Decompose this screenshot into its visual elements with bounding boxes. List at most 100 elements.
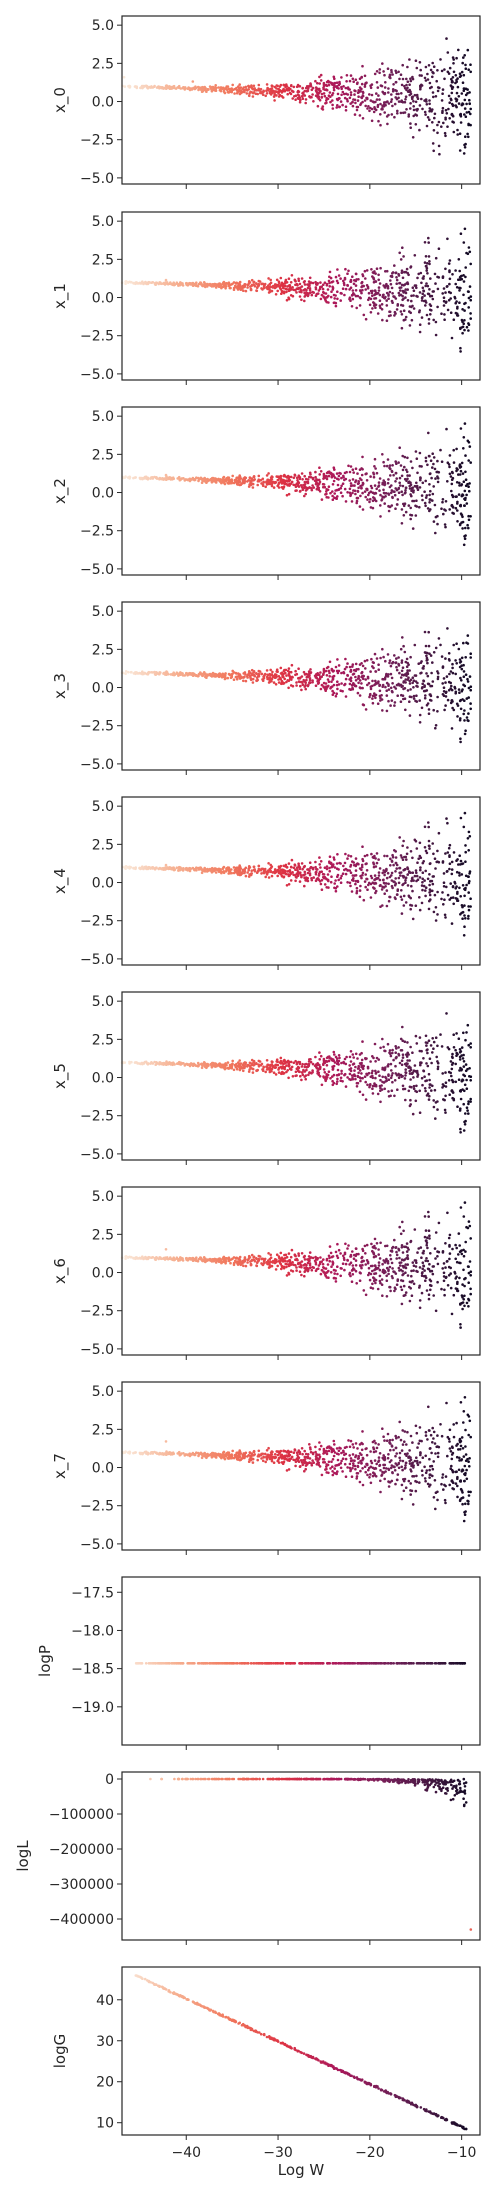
scatter-point bbox=[295, 876, 298, 879]
subplot-3: 5.02.50.0−2.5−5.0x_2 bbox=[51, 407, 480, 580]
scatter-point bbox=[467, 68, 470, 71]
scatter-point bbox=[454, 297, 457, 300]
scatter-point bbox=[383, 855, 386, 858]
y-tick-label: −5.0 bbox=[80, 757, 114, 773]
scatter-point bbox=[459, 276, 462, 279]
scatter-point bbox=[193, 88, 196, 91]
scatter-point bbox=[401, 1059, 404, 1062]
scatter-point bbox=[383, 111, 386, 114]
scatter-point bbox=[465, 88, 468, 91]
scatter-point bbox=[376, 862, 379, 865]
scatter-point bbox=[419, 721, 422, 724]
scatter-point bbox=[458, 854, 461, 857]
scatter-point bbox=[343, 869, 346, 872]
scatter-point bbox=[389, 876, 392, 879]
scatter-point bbox=[330, 277, 333, 280]
scatter-point bbox=[364, 99, 367, 102]
scatter-point bbox=[266, 286, 269, 289]
scatter-point bbox=[438, 153, 441, 156]
scatter-point bbox=[364, 855, 367, 858]
scatter-point bbox=[467, 527, 470, 530]
scatter-point bbox=[265, 89, 268, 92]
scatter-point bbox=[351, 275, 354, 278]
scatter-point bbox=[424, 113, 427, 116]
scatter-point bbox=[347, 93, 350, 96]
scatter-point bbox=[295, 681, 298, 684]
scatter-point bbox=[451, 727, 454, 730]
scatter-point bbox=[394, 877, 397, 880]
scatter-point bbox=[385, 101, 388, 104]
scatter-point bbox=[309, 277, 312, 280]
scatter-point bbox=[401, 508, 404, 511]
scatter-point bbox=[467, 485, 470, 488]
scatter-point bbox=[287, 296, 290, 299]
scatter-point bbox=[293, 477, 296, 480]
scatter-point bbox=[400, 92, 403, 95]
scatter-point bbox=[395, 297, 398, 300]
scatter-point bbox=[355, 479, 358, 482]
scatter-point bbox=[291, 664, 294, 667]
scatter-point bbox=[432, 485, 435, 488]
scatter-point bbox=[411, 904, 414, 907]
scatter-point bbox=[451, 689, 454, 692]
scatter-point bbox=[465, 67, 468, 70]
scatter-point bbox=[459, 700, 462, 703]
scatter-point bbox=[427, 78, 430, 81]
scatter-point bbox=[384, 885, 387, 888]
scatter-point bbox=[419, 452, 422, 455]
scatter-point bbox=[371, 290, 374, 293]
scatter-point bbox=[448, 299, 451, 302]
scatter-point bbox=[316, 82, 319, 85]
scatter-point bbox=[295, 684, 298, 687]
scatter-point bbox=[372, 861, 375, 864]
scatter-point bbox=[337, 879, 340, 882]
scatter-point bbox=[242, 1070, 245, 1073]
scatter-point bbox=[377, 94, 380, 97]
scatter-point bbox=[404, 491, 407, 494]
scatter-point bbox=[466, 1106, 469, 1109]
scatter-point bbox=[428, 260, 431, 263]
scatter-point bbox=[322, 288, 325, 291]
scatter-point bbox=[392, 83, 395, 86]
scatter-point bbox=[456, 509, 459, 512]
scatter-point bbox=[165, 864, 168, 867]
scatter-point bbox=[408, 896, 411, 899]
scatter-point bbox=[332, 287, 335, 290]
scatter-point bbox=[355, 284, 358, 287]
scatter-point bbox=[350, 871, 353, 874]
scatter-point bbox=[429, 498, 432, 501]
scatter-point bbox=[466, 111, 469, 114]
scatter-point bbox=[376, 472, 379, 475]
scatter-point bbox=[151, 476, 154, 479]
scatter-point bbox=[241, 91, 244, 94]
scatter-point bbox=[165, 279, 168, 282]
scatter-point bbox=[378, 684, 381, 687]
scatter-point bbox=[437, 288, 440, 291]
scatter-point bbox=[468, 482, 471, 485]
scatter-point bbox=[247, 479, 250, 482]
scatter-point bbox=[437, 676, 440, 679]
scatter-point bbox=[294, 670, 297, 673]
scatter-point bbox=[187, 479, 190, 482]
scatter-point bbox=[429, 898, 432, 901]
scatter-point bbox=[383, 874, 386, 877]
scatter-point bbox=[160, 477, 163, 480]
scatter-point bbox=[288, 484, 291, 487]
scatter-point bbox=[390, 1055, 393, 1058]
scatter-point bbox=[414, 644, 417, 647]
scatter-point bbox=[316, 674, 319, 677]
scatter-point bbox=[415, 59, 418, 62]
scatter-point bbox=[426, 267, 429, 270]
scatter-point bbox=[308, 681, 311, 684]
scatter-point bbox=[262, 484, 265, 487]
scatter-point bbox=[384, 81, 387, 84]
scatter-point bbox=[290, 288, 293, 291]
scatter-point bbox=[396, 669, 399, 672]
scatter-point bbox=[329, 91, 332, 94]
scatter-point bbox=[154, 283, 157, 286]
scatter-point bbox=[250, 873, 253, 876]
scatter-point bbox=[259, 670, 262, 673]
scatter-point bbox=[419, 465, 422, 468]
scatter-point bbox=[455, 448, 458, 451]
scatter-point bbox=[393, 116, 396, 119]
